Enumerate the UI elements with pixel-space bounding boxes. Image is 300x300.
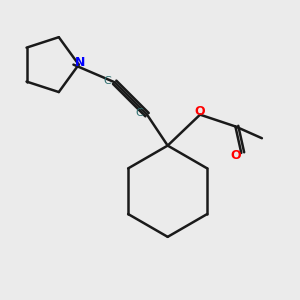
Text: C: C [103,76,111,86]
Text: N: N [75,56,86,69]
Text: O: O [231,149,241,162]
Text: O: O [195,105,206,118]
Text: C: C [136,108,144,118]
